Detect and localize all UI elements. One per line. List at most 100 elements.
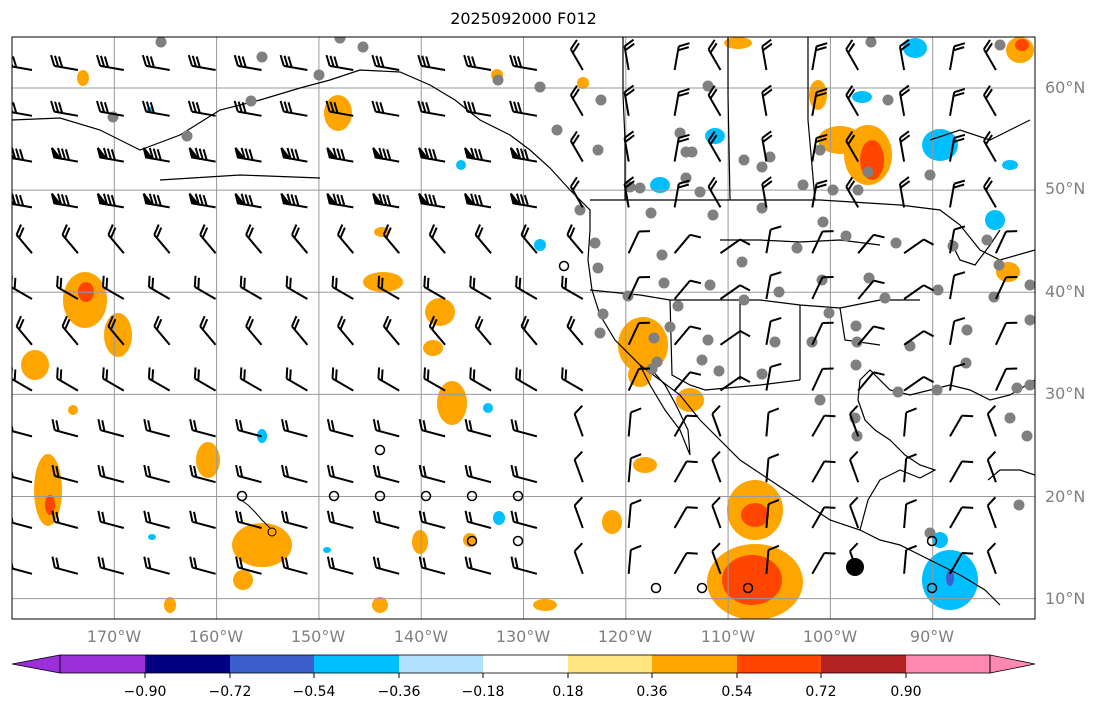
station-dot: [932, 284, 944, 296]
calm-circle: [374, 490, 386, 502]
calm-circle: [512, 535, 524, 547]
wind-barb: [142, 147, 170, 163]
station-dot: [823, 307, 835, 319]
station-dot: [334, 37, 346, 44]
calm-circle: [926, 582, 938, 594]
wind-barb: [761, 130, 773, 162]
wind-barb: [147, 275, 171, 300]
wind-barb: [382, 224, 400, 254]
station-dot: [769, 336, 781, 348]
wind-barb: [423, 275, 446, 300]
station-dot: [756, 368, 768, 380]
wind-barb: [857, 279, 885, 300]
wind-barb: [673, 133, 690, 162]
wind-barb: [510, 510, 538, 529]
wind-barb: [326, 464, 354, 484]
wind-barb: [765, 225, 782, 254]
wind-barb: [510, 419, 538, 438]
wind-barb: [372, 147, 400, 163]
wind-barb: [233, 54, 262, 71]
station-dot: [704, 279, 716, 291]
station-dot: [624, 181, 636, 193]
wind-barb: [15, 224, 33, 254]
wind-barb: [107, 224, 125, 254]
station-dot: [1004, 412, 1016, 424]
wind-barb: [673, 233, 702, 254]
wind-barb: [50, 147, 79, 163]
station-dot: [313, 69, 325, 81]
station-dot: [672, 300, 684, 312]
wind-barb: [51, 419, 79, 438]
wind-barbs: [12, 38, 1018, 575]
lat-label-50: 50°N: [1045, 179, 1086, 198]
calm-circle: [512, 490, 524, 502]
wind-barb: [193, 367, 217, 392]
station-dot: [713, 365, 725, 377]
wind-barb: [12, 55, 33, 71]
wind-barb: [761, 84, 773, 116]
wind-barb: [627, 367, 651, 392]
station-dot: [994, 39, 1006, 51]
wind-barb: [469, 275, 492, 300]
wind-barb: [97, 556, 125, 575]
station-dot: [492, 74, 504, 86]
wind-barb: [96, 193, 124, 209]
wind-barb: [464, 510, 492, 529]
wind-barb: [509, 100, 538, 117]
calm-circle: [374, 444, 386, 456]
station-dot: [656, 249, 668, 261]
station-dot: [664, 321, 676, 333]
wind-barb: [464, 419, 492, 438]
wind-barb: [627, 499, 642, 529]
station-dot: [1024, 314, 1035, 326]
wind-barb: [331, 275, 354, 300]
station-dot: [960, 357, 972, 369]
wind-barb: [949, 42, 966, 71]
wind-barb: [811, 367, 834, 392]
wind-barb: [627, 453, 642, 483]
wind-barb: [463, 54, 492, 71]
wind-barb: [428, 315, 446, 346]
wind-barb: [566, 315, 584, 346]
station-dot: [738, 294, 750, 306]
wind-barb: [143, 464, 170, 484]
station-dot: [851, 336, 863, 348]
station-dot: [850, 359, 862, 371]
wind-barb: [673, 414, 698, 437]
colorbar-tick-label: −0.54: [292, 684, 336, 700]
colorbar-tick-label: −0.72: [208, 684, 252, 700]
wind-barb: [336, 224, 355, 254]
wind-barb: [857, 233, 885, 254]
station-dot: [696, 354, 708, 366]
lat-label-40: 40°N: [1045, 282, 1086, 301]
wind-barb: [141, 100, 170, 117]
wind-barb: [372, 419, 400, 438]
calm-circle: [328, 490, 340, 502]
calm-circle: [926, 535, 938, 547]
wind-barb: [811, 460, 836, 483]
lon-label-160w: 160°W: [188, 627, 244, 646]
colorbar-tick-label: 0.36: [636, 684, 668, 700]
wind-barb: [719, 284, 751, 300]
wind-barb: [12, 420, 33, 438]
wind-barb: [520, 315, 538, 346]
wind-barb: [566, 224, 584, 254]
wind-barb: [983, 130, 997, 163]
wind-barb: [189, 510, 216, 529]
wind-barb: [811, 88, 828, 116]
wind-barb: [949, 362, 966, 391]
lon-label-100w: 100°W: [802, 627, 858, 646]
station-dot: [814, 394, 826, 406]
wind-barb: [239, 367, 262, 392]
wind-barb: [949, 271, 966, 300]
wind-barb: [707, 85, 722, 117]
negative-shading: [147, 38, 1018, 610]
station-dot: [589, 237, 601, 249]
wind-barb: [464, 464, 492, 484]
lon-label-170w: 170°W: [86, 627, 142, 646]
wind-barb: [845, 176, 860, 208]
wind-barb: [707, 39, 722, 71]
wind-barb: [325, 54, 354, 71]
wind-barb: [561, 367, 584, 392]
wind-barb: [623, 130, 635, 162]
